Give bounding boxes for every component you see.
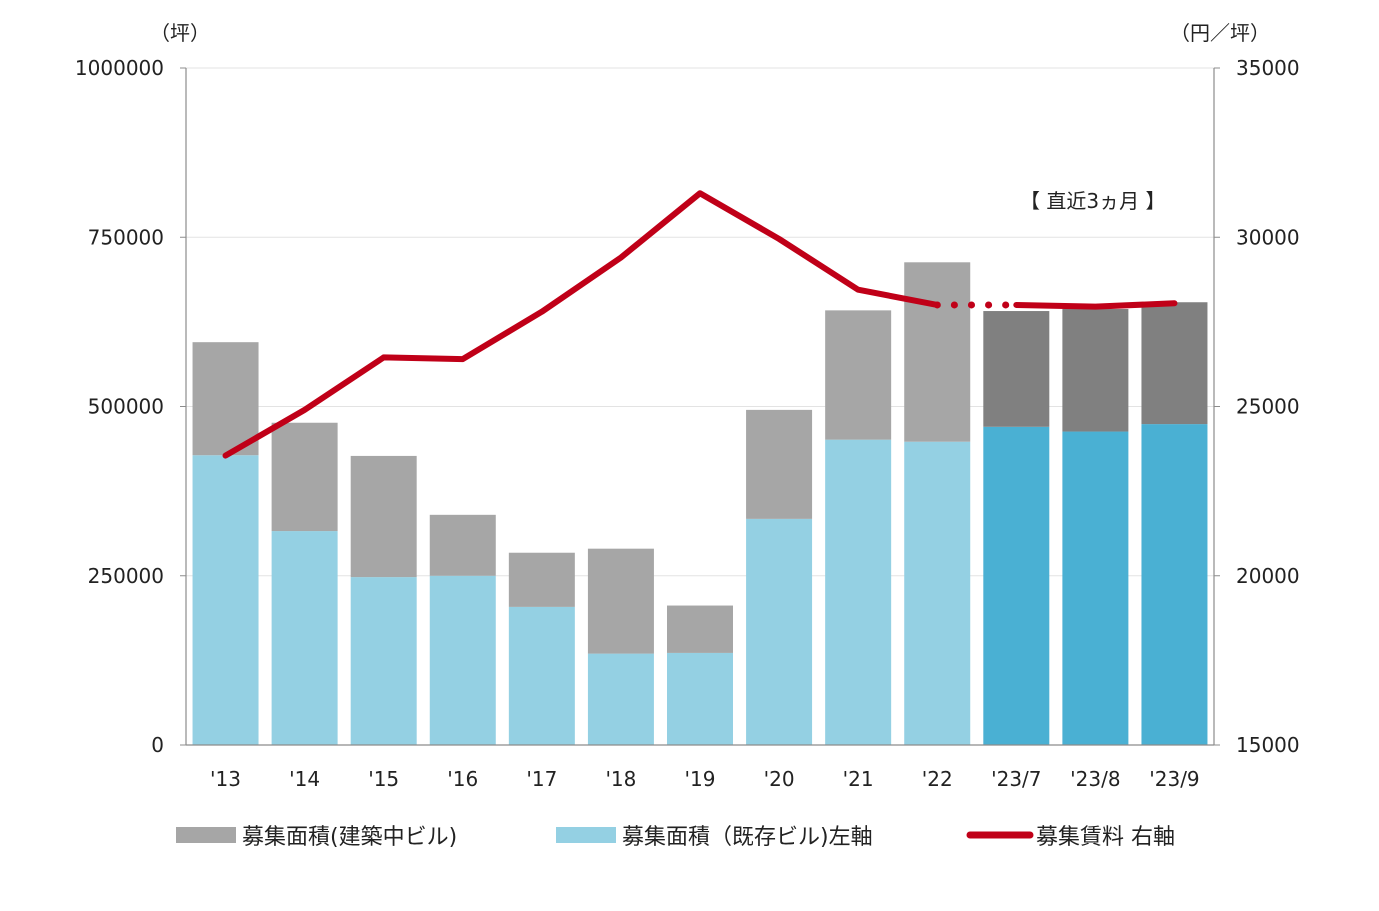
bar-construction bbox=[192, 342, 259, 456]
x-axis-tick-label: '18 bbox=[605, 767, 636, 791]
legend-swatch-existing bbox=[556, 827, 616, 843]
right-axis-tick-label: 20000 bbox=[1236, 564, 1300, 588]
bar-construction bbox=[1062, 309, 1129, 432]
rent-line-series bbox=[222, 190, 1178, 459]
bar-construction bbox=[983, 311, 1050, 427]
left-axis-unit: （坪） bbox=[150, 21, 210, 45]
x-axis-tick-label: '20 bbox=[764, 767, 795, 791]
bar-existing bbox=[271, 531, 338, 745]
legend-label-construction: 募集面積(建築中ビル) bbox=[242, 825, 457, 850]
bar-existing bbox=[1062, 431, 1129, 745]
bar-existing bbox=[825, 439, 892, 745]
x-axis-tick-label: '23/9 bbox=[1149, 767, 1199, 791]
right-axis-unit: （円／坪） bbox=[1170, 21, 1270, 45]
x-axis-tick-label: '19 bbox=[685, 767, 716, 791]
bar-construction bbox=[1141, 302, 1208, 425]
bar-construction bbox=[508, 552, 575, 607]
bar-existing bbox=[667, 652, 733, 745]
legend-label-existing: 募集面積（既存ビル)左軸 bbox=[622, 825, 873, 850]
left-axis-tick-label: 0 bbox=[151, 733, 164, 757]
bar-construction bbox=[587, 548, 654, 654]
bar-construction bbox=[429, 514, 496, 576]
bar-construction bbox=[271, 422, 338, 532]
legend: 募集面積(建築中ビル) 募集面積（既存ビル)左軸 募集賃料 右軸 bbox=[176, 825, 1175, 850]
bar-construction bbox=[746, 409, 813, 519]
right-axis-tick-label: 30000 bbox=[1236, 225, 1300, 249]
gridlines bbox=[186, 67, 1214, 577]
recent-3-months-annotation: 【 直近3ヵ月 】 bbox=[1020, 189, 1165, 213]
x-axis-tick-label: '17 bbox=[526, 767, 557, 791]
bar-existing bbox=[1141, 424, 1208, 745]
left-axis-tick-label: 750000 bbox=[88, 225, 164, 249]
legend-swatch-construction bbox=[176, 827, 236, 843]
bar-construction bbox=[904, 262, 971, 442]
x-axis-tick-label: '21 bbox=[843, 767, 874, 791]
x-axis-tick-label: '16 bbox=[447, 767, 478, 791]
bar-series bbox=[192, 262, 1208, 745]
left-axis-tick-label: 500000 bbox=[88, 395, 164, 419]
bar-existing bbox=[587, 653, 654, 745]
bar-existing bbox=[508, 606, 575, 745]
right-axis-tick-label: 25000 bbox=[1236, 395, 1300, 419]
rent-line-solid bbox=[222, 190, 941, 459]
bar-construction bbox=[825, 310, 892, 440]
bar-existing bbox=[983, 426, 1050, 745]
x-axis-tick-label: '14 bbox=[289, 767, 320, 791]
x-axis-tick-label: '23/8 bbox=[1070, 767, 1120, 791]
left-axis-tick-label: 1000000 bbox=[75, 56, 164, 80]
bar-construction bbox=[667, 605, 733, 653]
x-axis-tick-label: '15 bbox=[368, 767, 399, 791]
bar-existing bbox=[746, 518, 813, 745]
legend-label-rent: 募集賃料 右軸 bbox=[1036, 825, 1175, 850]
x-axis-tick-label: '23/7 bbox=[991, 767, 1041, 791]
rent-line-solid-recent bbox=[1013, 300, 1178, 310]
bar-existing bbox=[350, 577, 417, 745]
x-axis-tick-label: '22 bbox=[922, 767, 953, 791]
left-axis-tick-label: 250000 bbox=[88, 564, 164, 588]
bar-existing bbox=[192, 455, 259, 745]
right-axis-tick-label: 35000 bbox=[1236, 56, 1300, 80]
axes bbox=[180, 67, 1220, 746]
bar-construction bbox=[350, 455, 417, 578]
x-axis-tick-label: '13 bbox=[210, 767, 241, 791]
tick-labels: 0 250000 500000 750000 1000000 15000 20000 2500… bbox=[75, 56, 1300, 791]
bar-existing bbox=[429, 575, 496, 745]
right-axis-tick-label: 15000 bbox=[1236, 733, 1300, 757]
bar-existing bbox=[904, 441, 971, 745]
